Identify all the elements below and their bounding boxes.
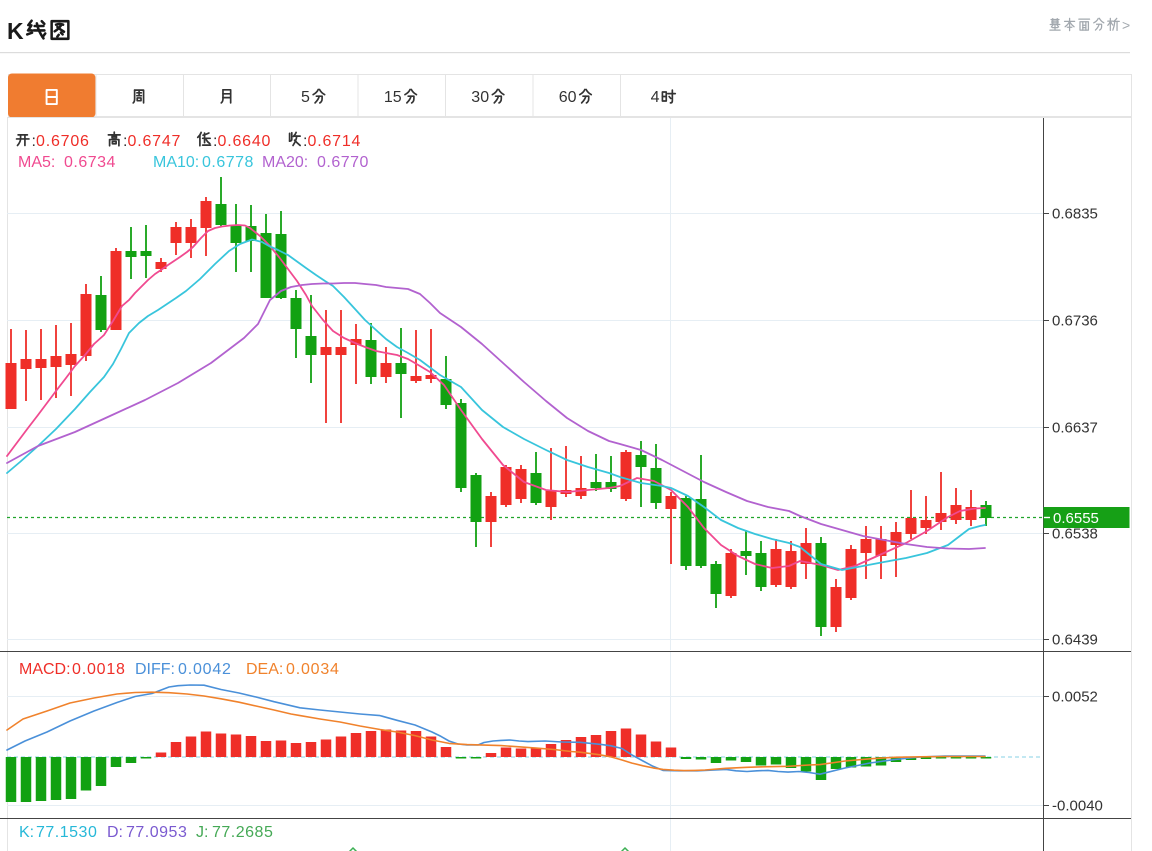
svg-text:0.6747: 0.6747 bbox=[128, 133, 182, 150]
svg-text:30: 30 bbox=[471, 89, 489, 106]
svg-text:0.6637: 0.6637 bbox=[1052, 420, 1098, 437]
svg-text:K:: K: bbox=[19, 824, 34, 841]
svg-text:0.6736: 0.6736 bbox=[1052, 313, 1098, 330]
svg-text:MA10:: MA10: bbox=[153, 154, 199, 171]
svg-text:0.6835: 0.6835 bbox=[1052, 206, 1098, 223]
svg-text:-0.0040: -0.0040 bbox=[1052, 798, 1103, 815]
svg-text:J:: J: bbox=[196, 824, 208, 841]
svg-text:DIFF:: DIFF: bbox=[135, 661, 175, 678]
svg-text:MA5:: MA5: bbox=[18, 154, 55, 171]
svg-text:0.6640: 0.6640 bbox=[218, 133, 272, 150]
svg-text:0.6714: 0.6714 bbox=[308, 133, 362, 150]
svg-text:>: > bbox=[1122, 17, 1130, 33]
svg-text:60: 60 bbox=[559, 89, 577, 106]
svg-text:0.6439: 0.6439 bbox=[1052, 632, 1098, 649]
svg-text:0.6555: 0.6555 bbox=[1053, 510, 1099, 527]
svg-text:DEA:: DEA: bbox=[246, 661, 283, 678]
svg-text:K: K bbox=[7, 18, 24, 44]
svg-text:0.6770: 0.6770 bbox=[317, 154, 369, 171]
svg-text:D:: D: bbox=[107, 824, 123, 841]
svg-text:77.1530: 77.1530 bbox=[36, 824, 97, 841]
svg-text:5: 5 bbox=[301, 89, 310, 106]
svg-text:0.0034: 0.0034 bbox=[286, 661, 340, 678]
svg-text::: : bbox=[303, 133, 307, 150]
svg-text:0.6778: 0.6778 bbox=[202, 154, 254, 171]
svg-text::: : bbox=[213, 133, 217, 150]
svg-text:0.0018: 0.0018 bbox=[72, 661, 126, 678]
svg-text:4: 4 bbox=[651, 89, 660, 106]
svg-text::: : bbox=[123, 133, 127, 150]
svg-text:0.6538: 0.6538 bbox=[1052, 526, 1098, 543]
svg-text:0.6734: 0.6734 bbox=[64, 154, 116, 171]
svg-text:77.0953: 77.0953 bbox=[126, 824, 187, 841]
svg-text:77.2685: 77.2685 bbox=[212, 824, 273, 841]
svg-text::: : bbox=[32, 133, 36, 150]
svg-text:MACD:: MACD: bbox=[19, 661, 71, 678]
svg-text:0.0042: 0.0042 bbox=[178, 661, 232, 678]
svg-text:MA20:: MA20: bbox=[262, 154, 308, 171]
svg-text:0.0052: 0.0052 bbox=[1052, 689, 1098, 706]
svg-text:0.6706: 0.6706 bbox=[36, 133, 90, 150]
svg-text:15: 15 bbox=[384, 89, 402, 106]
